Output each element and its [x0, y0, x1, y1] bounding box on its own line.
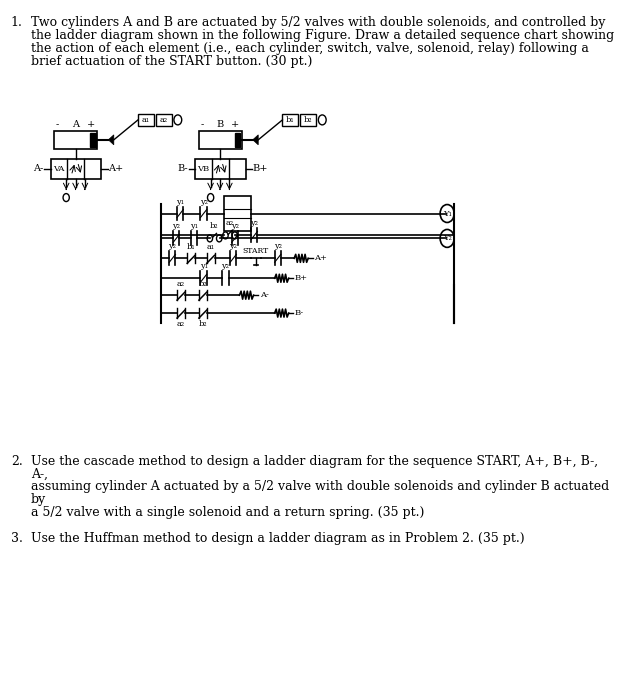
Text: Use the cascade method to design a ladder diagram for the sequence START, A+, B+: Use the cascade method to design a ladde…	[31, 454, 598, 468]
Text: B+: B+	[253, 164, 268, 173]
Text: a₂: a₂	[177, 280, 185, 288]
Bar	[195, 159, 246, 178]
Text: A-,: A-,	[31, 468, 48, 481]
Text: a₂: a₂	[177, 320, 185, 328]
Text: y₂: y₂	[172, 223, 180, 230]
Text: VA: VA	[53, 165, 64, 173]
Text: A: A	[72, 120, 79, 129]
Bar	[90, 133, 96, 147]
Circle shape	[318, 115, 326, 125]
Bar	[138, 114, 154, 126]
Text: y₂: y₂	[229, 242, 237, 250]
Text: y₁: y₁	[199, 262, 207, 271]
Text: A+: A+	[314, 254, 327, 262]
Circle shape	[207, 194, 214, 201]
Text: the action of each element (i.e., each cylinder, switch, valve, solenoid, relay): the action of each element (i.e., each c…	[31, 42, 589, 55]
Text: y₁: y₁	[190, 223, 198, 230]
Bar	[300, 114, 316, 126]
Text: b₂: b₂	[199, 320, 207, 328]
Circle shape	[207, 235, 212, 242]
Text: B+: B+	[295, 274, 308, 282]
Text: by: by	[31, 493, 46, 506]
Text: -: -	[201, 120, 204, 129]
Bar	[156, 114, 171, 126]
Text: +: +	[87, 120, 95, 129]
Text: y₂: y₂	[274, 242, 282, 250]
Text: 1.: 1.	[11, 16, 23, 30]
Text: y₂: y₂	[168, 242, 176, 250]
Text: y₂: y₂	[199, 198, 207, 205]
Text: A-: A-	[260, 291, 269, 299]
Text: a 5/2 valve with a single solenoid and a return spring. (35 pt.): a 5/2 valve with a single solenoid and a…	[31, 506, 425, 520]
Text: B: B	[217, 120, 223, 129]
Text: START: START	[243, 248, 269, 255]
Bar	[224, 196, 251, 232]
Text: y₂: y₂	[250, 219, 258, 227]
Text: brief actuation of the START button. (30 pt.): brief actuation of the START button. (30…	[31, 55, 313, 68]
Circle shape	[440, 229, 454, 248]
Text: -: -	[56, 120, 59, 129]
Text: B-: B-	[178, 164, 188, 173]
Text: Y₂: Y₂	[443, 234, 452, 242]
Bar	[282, 114, 298, 126]
Text: Use the Huffman method to design a ladder diagram as in Problem 2. (35 pt.): Use the Huffman method to design a ladde…	[31, 532, 525, 545]
Text: y₁: y₁	[176, 198, 184, 205]
Text: assuming cylinder A actuated by a 5/2 valve with double solenoids and cylinder B: assuming cylinder A actuated by a 5/2 va…	[31, 481, 609, 493]
Circle shape	[223, 232, 228, 239]
Text: b₁: b₁	[286, 116, 295, 124]
Text: a₂: a₂	[160, 116, 168, 124]
Text: a₂: a₂	[226, 219, 234, 227]
Polygon shape	[108, 135, 114, 145]
Text: y₂: y₂	[222, 262, 230, 271]
Bar	[199, 131, 242, 149]
Text: y₂: y₂	[231, 223, 239, 230]
Text: +: +	[232, 120, 240, 129]
Text: A-: A-	[33, 164, 43, 173]
Text: 3.: 3.	[11, 532, 23, 545]
Text: VB: VB	[197, 165, 209, 173]
Text: B-: B-	[295, 309, 304, 317]
Text: Two cylinders A and B are actuated by 5/2 valves with double solenoids, and cont: Two cylinders A and B are actuated by 5/…	[31, 16, 605, 30]
Polygon shape	[253, 135, 258, 145]
Text: b₂: b₂	[304, 116, 313, 124]
Bar	[235, 133, 240, 147]
Circle shape	[440, 205, 454, 223]
Text: 2.: 2.	[11, 454, 22, 468]
Text: b₂: b₂	[210, 223, 219, 230]
Bar	[54, 131, 97, 149]
Text: a₁: a₁	[142, 116, 150, 124]
Circle shape	[174, 115, 182, 125]
Circle shape	[217, 235, 222, 242]
Text: Y₁: Y₁	[443, 209, 452, 217]
Text: a₁: a₁	[207, 244, 215, 251]
Text: b₁: b₁	[187, 244, 196, 251]
Circle shape	[232, 232, 238, 239]
Text: A+: A+	[108, 164, 124, 173]
Text: the ladder diagram shown in the following Figure. Draw a detailed sequence chart: the ladder diagram shown in the followin…	[31, 29, 614, 42]
Bar	[51, 159, 102, 178]
Circle shape	[63, 194, 69, 201]
Text: b₂: b₂	[199, 280, 207, 288]
